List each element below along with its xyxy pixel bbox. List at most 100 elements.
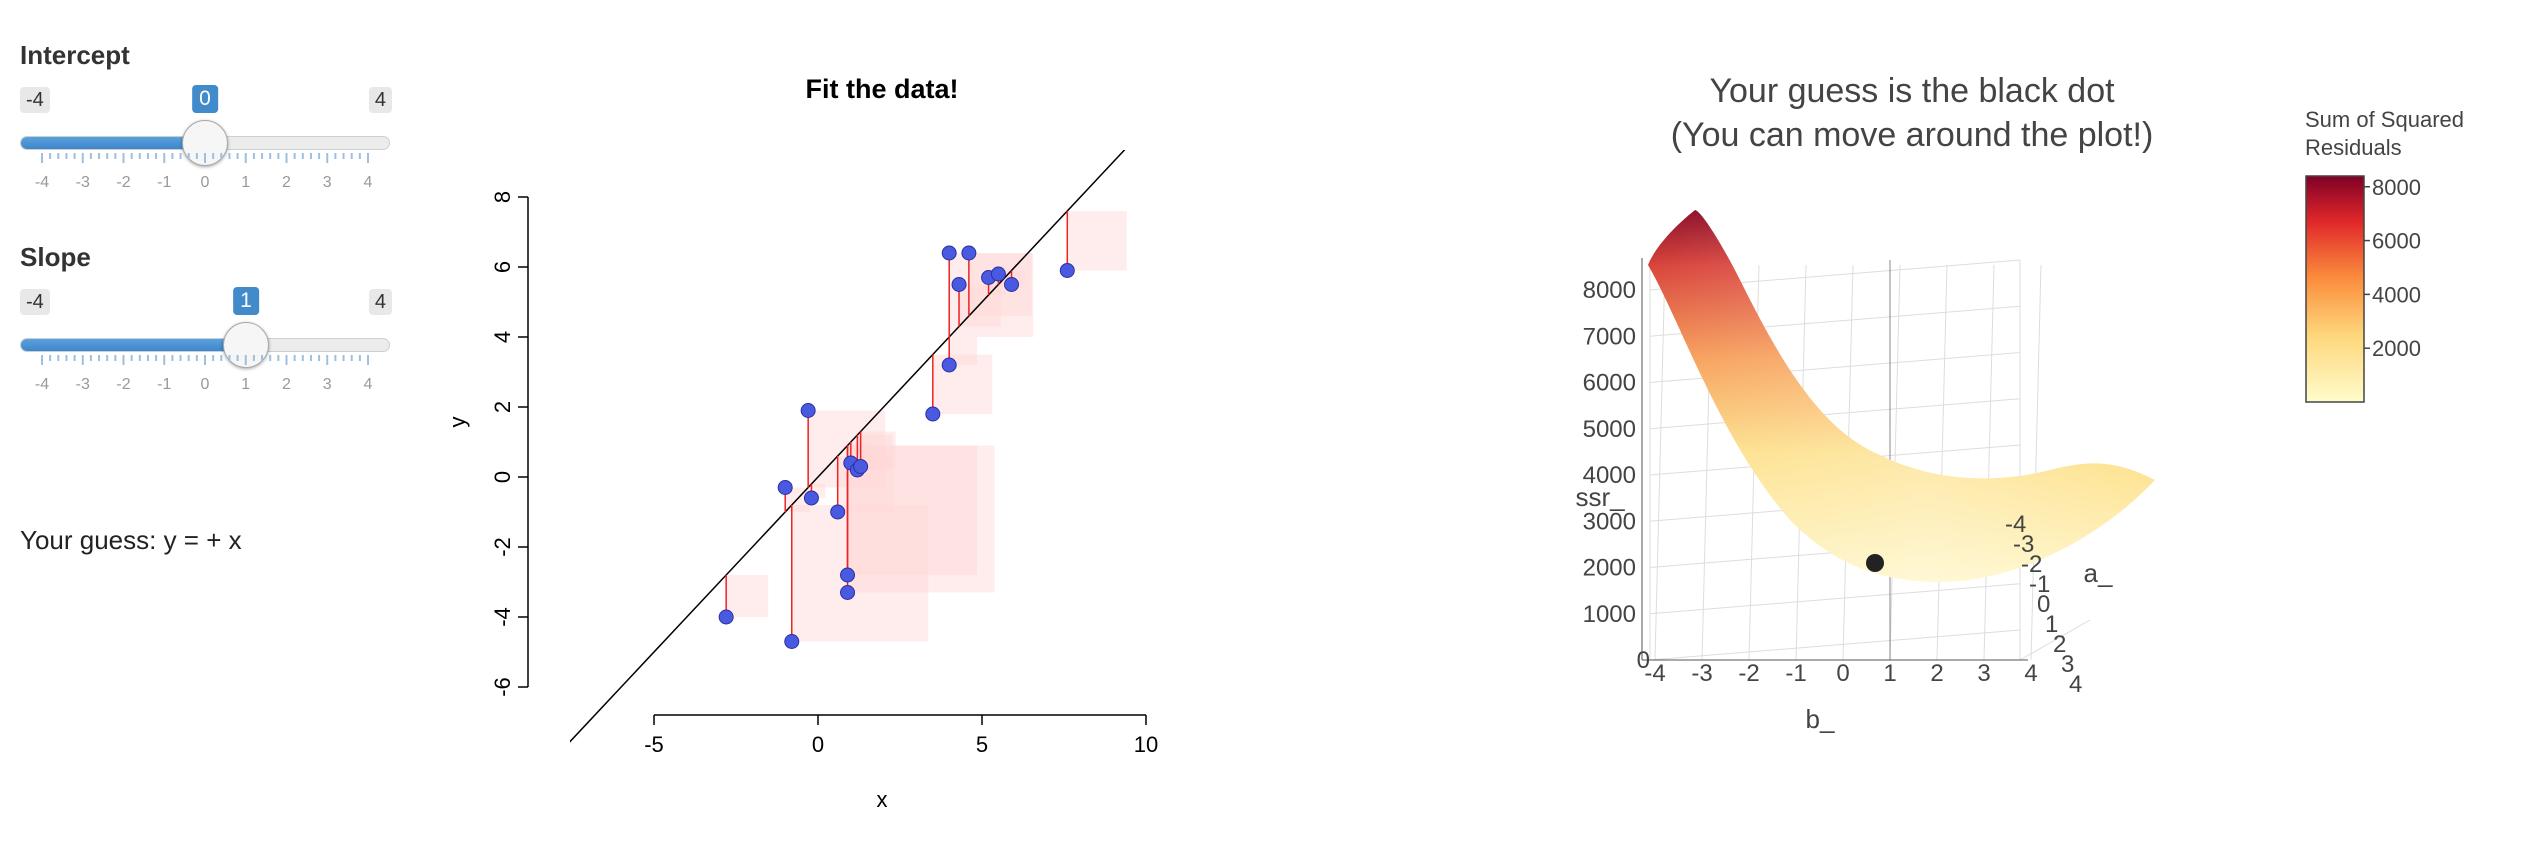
- slider-tick-label: 1: [241, 174, 250, 191]
- residual-square: [847, 445, 995, 593]
- x-tick-label: -5: [644, 732, 664, 757]
- residual-square: [860, 431, 896, 467]
- intercept-max-label: 4: [368, 87, 392, 113]
- intercept-label: Intercept: [20, 40, 130, 70]
- z-tick-label: 5000: [1583, 416, 1636, 443]
- slider-tick-label: -2: [116, 174, 130, 191]
- slope-label: Slope: [20, 242, 91, 272]
- slider-tick-label: 4: [364, 174, 373, 191]
- slider-tick-label: -3: [76, 174, 90, 191]
- slider-tick-label: -3: [76, 376, 90, 393]
- slider-tick-label: -4: [35, 376, 49, 393]
- data-point: [990, 266, 1006, 282]
- grid-line: [1649, 583, 2021, 615]
- intercept-value-badge: 0: [192, 85, 218, 113]
- y-tick-label: 2: [490, 401, 515, 413]
- grid-line: [2030, 264, 2042, 661]
- data-point: [784, 634, 800, 649]
- slope-ticks: -4 -3 -2 -1 0 1 2 3 4: [35, 355, 373, 393]
- slider-tick-label: -2: [116, 376, 130, 393]
- data-point: [951, 277, 967, 292]
- data-point: [941, 357, 957, 373]
- guess-dot[interactable]: [1866, 554, 1884, 572]
- slider-tick-label: -1: [157, 376, 171, 393]
- x-axis-label: x: [877, 787, 888, 812]
- scatter-axes: [518, 196, 1147, 725]
- colorbar-title: Sum of Squared Residuals: [2305, 106, 2464, 162]
- colorbar-tick-label: 6000: [2372, 229, 2421, 254]
- colorbar-tick-label: 2000: [2372, 336, 2421, 361]
- colorbar-title-line2: Residuals: [2305, 135, 2402, 160]
- data-point: [803, 490, 819, 506]
- b-tick-label: 0: [1836, 660, 1849, 687]
- b-tick-label: 4: [2024, 660, 2037, 687]
- slider-tick-label: 4: [364, 376, 373, 393]
- a-tick-label: -2: [2021, 551, 2042, 578]
- grid-line: [1649, 398, 2021, 430]
- y-tick-label: 6: [490, 261, 515, 273]
- y-tick-label: -6: [490, 677, 515, 697]
- b-tick-label: 2: [1930, 660, 1943, 687]
- z-tick-label: 4000: [1583, 462, 1636, 489]
- a-tick-label: 2: [2053, 631, 2066, 658]
- surface-title-line2: (You can move around the plot!): [1671, 116, 2154, 154]
- data-point: [1004, 277, 1020, 292]
- b-tick-label: -1: [1785, 660, 1806, 687]
- z-axis-label: ssr_: [1575, 482, 1625, 512]
- x-tick-label: 10: [1134, 732, 1158, 757]
- data-point: [718, 609, 734, 625]
- slider-tick-label: -4: [35, 174, 49, 191]
- z-tick-label: 3000: [1583, 508, 1636, 535]
- slope-max-label: 4: [368, 289, 392, 315]
- data-points: [718, 245, 1075, 649]
- x-tick-label: 0: [812, 732, 824, 757]
- colorbar-title-line1: Sum of Squared: [2305, 107, 2464, 132]
- grid-line: [1654, 264, 1666, 661]
- b-tick-label: 3: [1977, 660, 1990, 687]
- intercept-fill: [21, 137, 206, 149]
- y-tick-label: -4: [490, 607, 515, 627]
- a-tick-label: -3: [2013, 531, 2034, 558]
- colorbar: 8000 6000 4000 2000: [2305, 175, 2421, 403]
- z-tick-label: 2000: [1583, 555, 1636, 582]
- grid-line: [2019, 619, 2091, 661]
- slider-tick-label: 2: [282, 174, 291, 191]
- b-tick-labels: -4 -3 -2 -1 0 1 2 3 4: [1644, 660, 2037, 687]
- slope-value-badge: 1: [233, 287, 259, 315]
- data-point: [800, 403, 816, 418]
- a-tick-label: 1: [2045, 611, 2058, 638]
- colorbar-tick-label: 8000: [2372, 175, 2421, 200]
- a-tick-label: -4: [2005, 511, 2026, 538]
- grid-line: [1983, 264, 1995, 661]
- slope-slider-block: Slope -4 4 1 -4 -3 -2 -1 0 1 2 3 4: [20, 242, 392, 402]
- slider-tick-label: 2: [282, 376, 291, 393]
- data-point: [941, 245, 957, 261]
- y-tick-label: 8: [490, 191, 515, 203]
- b-tick-label: -3: [1691, 660, 1712, 687]
- slider-tick-label: 3: [323, 174, 332, 191]
- data-point: [840, 567, 856, 583]
- residual-square: [847, 445, 978, 575]
- a-tick-label: -1: [2029, 571, 2050, 598]
- intercept-min-label: -4: [20, 87, 50, 113]
- colorbar-ticks: 8000 6000 4000 2000: [2364, 175, 2421, 361]
- residual-square: [726, 575, 769, 617]
- z-tick-label: 1000: [1583, 601, 1636, 628]
- a-axis-label: a_: [2084, 558, 2113, 588]
- colorbar-tick-label: 4000: [2372, 282, 2421, 307]
- a-tick-label: 3: [2061, 651, 2074, 678]
- scatter-title: Fit the data!: [806, 74, 959, 104]
- fit-scatter-plot: Fit the data! -5 0 5 10 -6 -4 -2 0 2 4 6 8 x y: [445, 74, 1158, 812]
- slope-track[interactable]: [20, 338, 390, 352]
- data-point: [830, 504, 846, 520]
- slider-tick-label: 0: [201, 376, 210, 393]
- intercept-slider-block: Intercept -4 4 0 -4 -3 -2 -1 0 1 2 3 4: [20, 40, 392, 200]
- y-tick-label: 4: [490, 331, 515, 343]
- slider-tick-label: 3: [323, 376, 332, 393]
- ssr-surface-plot[interactable]: Your guess is the black dot (You can mov…: [1550, 60, 2250, 760]
- z-tick-label: 7000: [1583, 323, 1636, 350]
- y-tick-label: -2: [490, 537, 515, 557]
- data-point: [1059, 263, 1075, 278]
